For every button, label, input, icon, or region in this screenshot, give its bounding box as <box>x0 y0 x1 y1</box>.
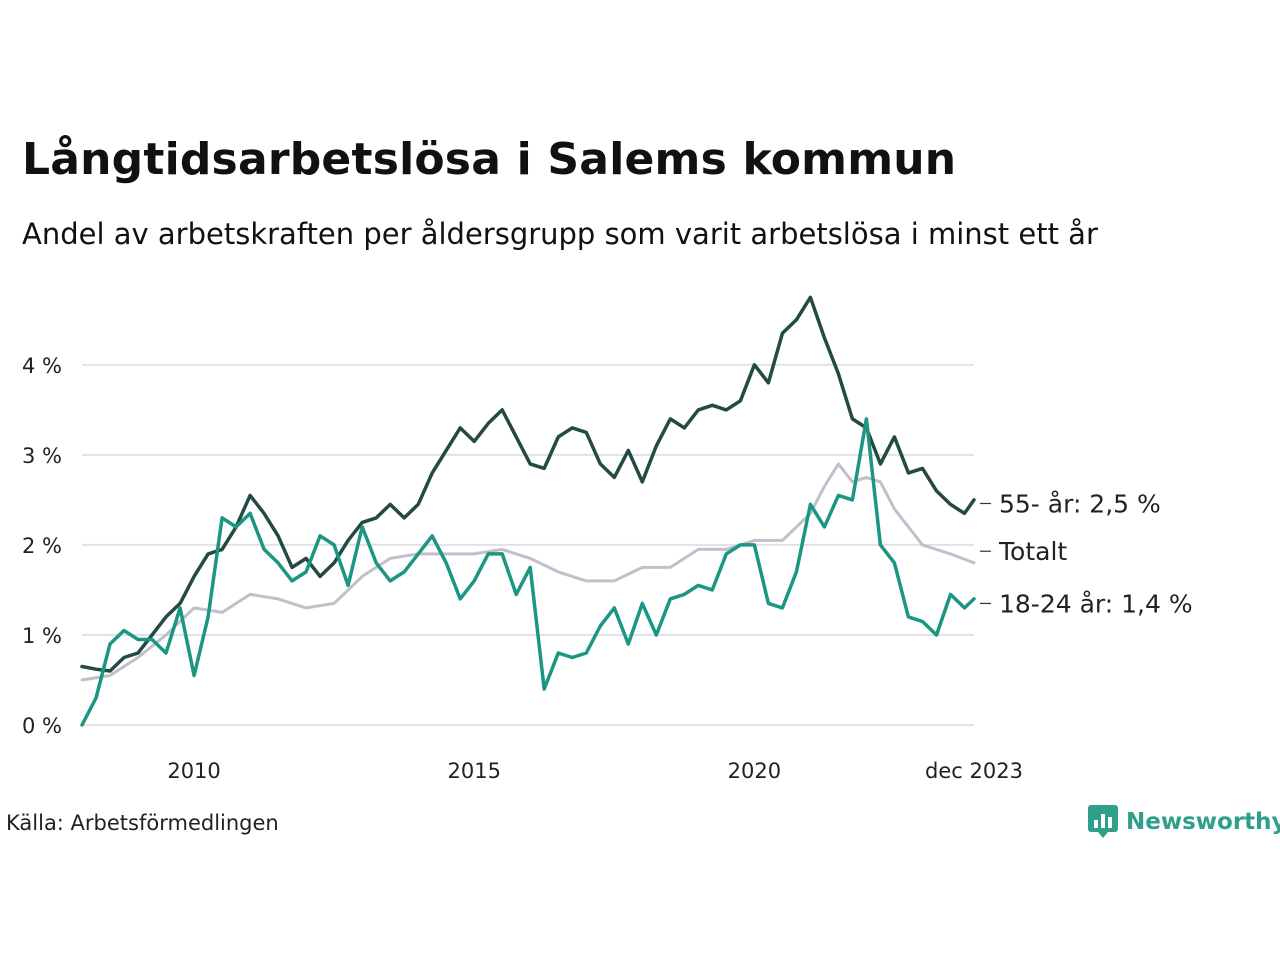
x-tick-label-0: 2010 <box>167 759 220 783</box>
y-tick-label-3: 3 % <box>22 444 62 468</box>
y-tick-label-2: 2 % <box>22 534 62 558</box>
grid-lines <box>82 363 974 726</box>
chart-subtitle: Andel av arbetskraften per åldersgrupp s… <box>22 217 1098 251</box>
y-tick-label-0: 0 % <box>22 714 62 738</box>
chart-title: Långtidsarbetslösa i Salems kommun <box>22 134 957 185</box>
x-axis-ticks: 2010 2015 2020 dec 2023 <box>167 759 1023 783</box>
x-tick-label-1: 2015 <box>447 759 500 783</box>
series-lines <box>80 295 976 727</box>
logo-text: Newsworthy <box>1126 809 1280 835</box>
end-labels: Totalt 55- år: 2,5 % 18-24 år: 1,4 % <box>980 489 1193 618</box>
series-line-young <box>80 417 976 727</box>
end-label-young: 18-24 år: 1,4 % <box>999 589 1193 618</box>
end-label-total: Totalt <box>998 537 1067 566</box>
series-line-senior <box>80 295 976 673</box>
newsworthy-chart-icon <box>1088 805 1118 838</box>
source-note: Källa: Arbetsförmedlingen <box>6 811 279 835</box>
end-label-senior: 55- år: 2,5 % <box>999 489 1161 518</box>
y-tick-label-1: 1 % <box>22 624 62 648</box>
y-axis-ticks: 0 % 1 % 2 % 3 % 4 % <box>22 354 62 738</box>
x-tick-label-2: 2020 <box>728 759 781 783</box>
series-line-total <box>80 462 976 682</box>
newsworthy-logo: Newsworthy <box>1088 805 1280 839</box>
x-tick-label-3: dec 2023 <box>925 759 1023 783</box>
y-tick-label-4: 4 % <box>22 354 62 378</box>
